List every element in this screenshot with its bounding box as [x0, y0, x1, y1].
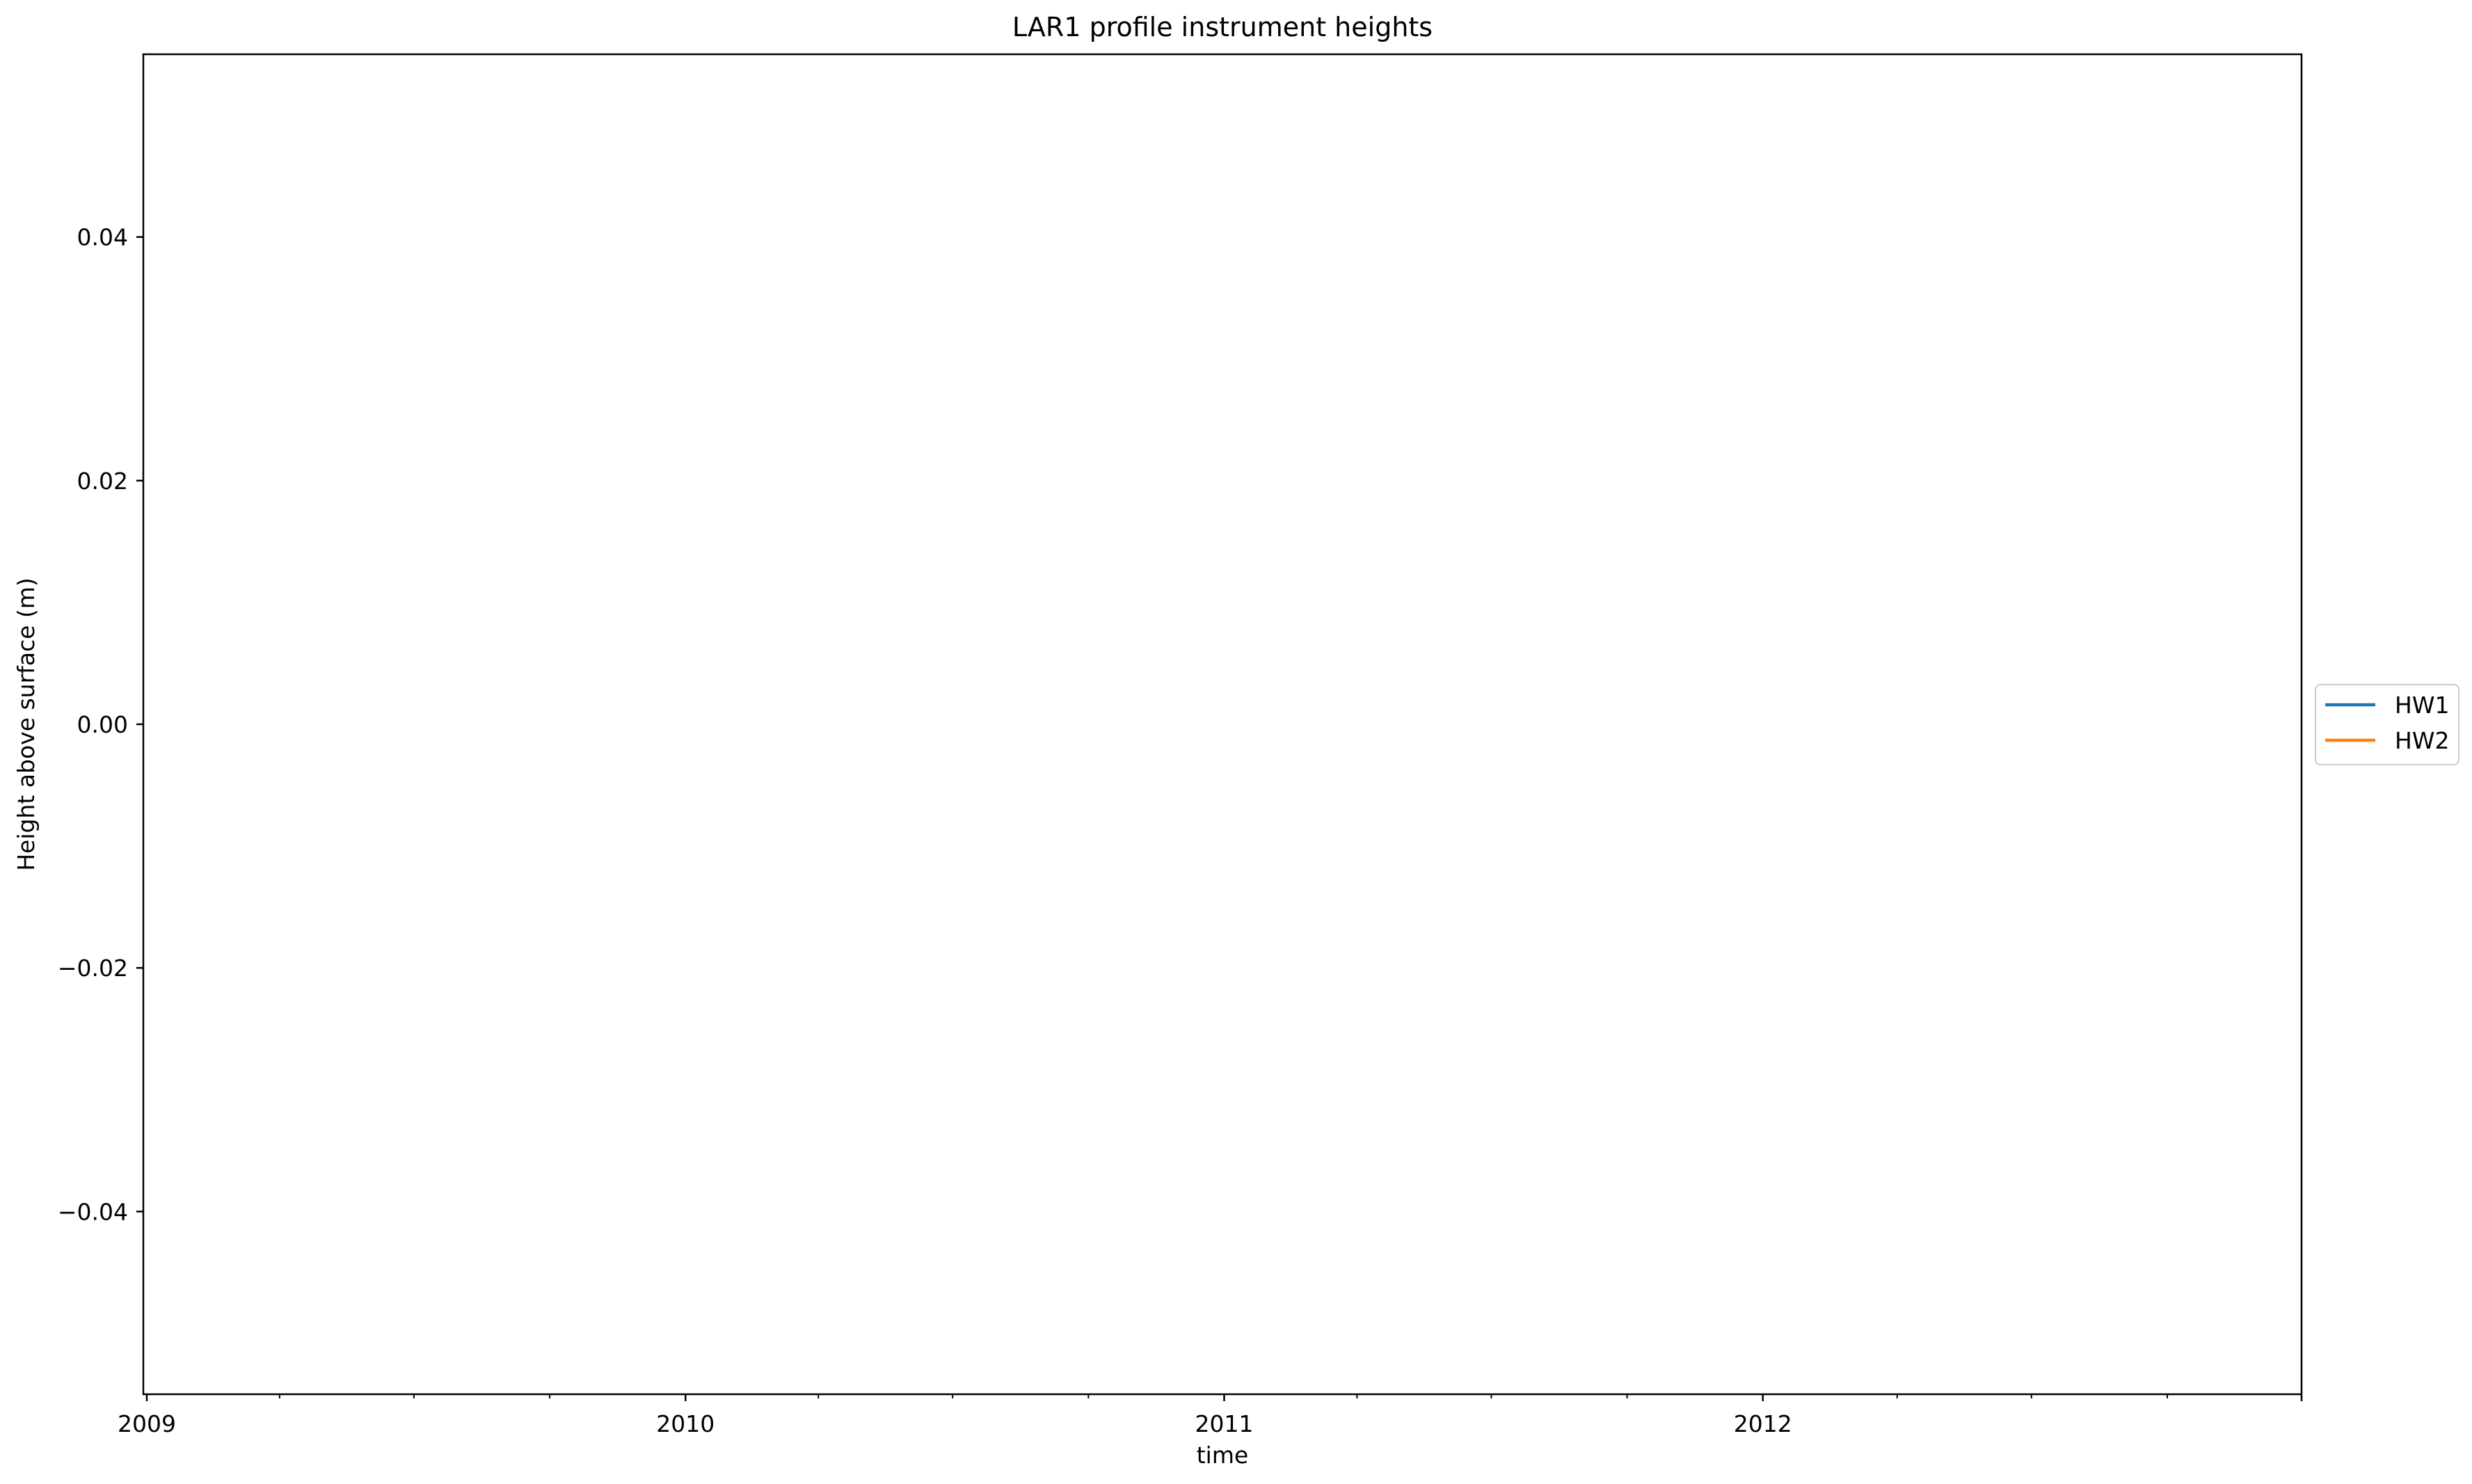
- x-tick-label: 2009: [118, 1410, 176, 1437]
- y-tick-label: 0.00: [77, 711, 128, 738]
- x-axis-label: time: [1197, 1442, 1249, 1469]
- y-tick-label: 0.04: [77, 224, 128, 251]
- y-tick-label: −0.02: [58, 955, 128, 982]
- x-axis: 2009 2010 2011 2012: [118, 1394, 2303, 1437]
- legend-label-hw2: HW2: [2395, 727, 2449, 754]
- y-tick-label: 0.02: [77, 468, 128, 495]
- x-tick-label: 2011: [1195, 1410, 1254, 1437]
- chart-title: LAR1 profile instrument heights: [1012, 12, 1433, 42]
- y-axis: −0.04 −0.02 0.00 0.02 0.04: [58, 224, 143, 1225]
- x-tick-label: 2010: [656, 1410, 715, 1437]
- legend: HW1 HW2: [2315, 684, 2459, 765]
- y-axis-label: Height above surface (m): [13, 577, 40, 871]
- legend-label-hw1: HW1: [2395, 692, 2449, 719]
- x-tick-label: 2012: [1734, 1410, 1792, 1437]
- y-tick-label: −0.04: [58, 1198, 128, 1225]
